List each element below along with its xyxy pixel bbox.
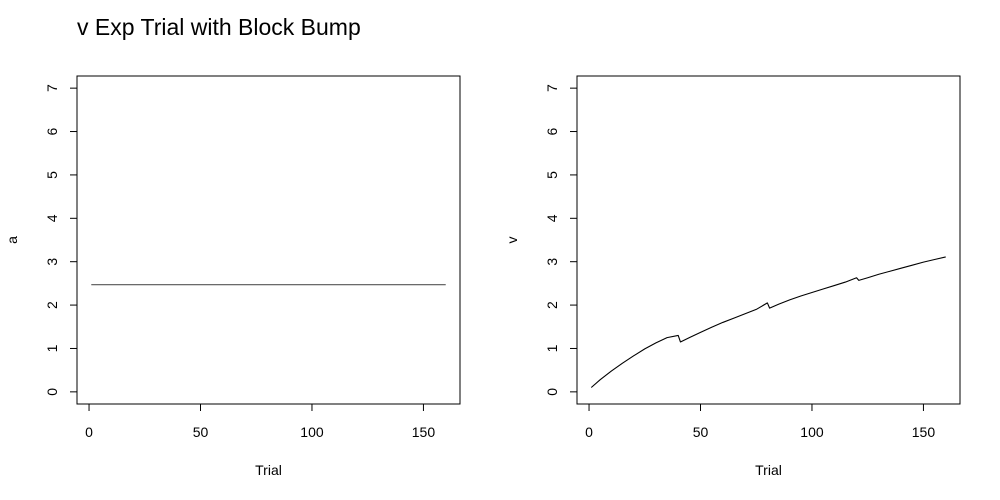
x-tick-label: 150 [412,424,436,440]
y-tick-label: 0 [544,388,560,396]
left-panel: Trial a 0 50 100 150 0 1 2 3 4 5 6 7 [4,75,461,478]
y-tick-label: 5 [44,171,60,179]
y-tick-label: 6 [544,127,560,135]
y-tick-label: 5 [544,171,560,179]
x-axis-label: Trial [255,462,282,478]
x-tick-label: 50 [693,424,709,440]
y-axis-label: a [4,236,20,244]
y-tick-label: 4 [544,214,560,222]
x-tick-label: 0 [585,424,593,440]
y-tick-label: 3 [44,258,60,266]
y-tick-label: 1 [544,344,560,352]
x-tick-label: 100 [800,424,824,440]
y-tick-label: 1 [44,344,60,352]
plot-frame [576,75,961,405]
y-tick-label: 7 [544,84,560,92]
y-tick-label: 3 [544,258,560,266]
right-panel: Trial v 0 50 100 150 0 1 2 3 4 5 6 7 [504,75,961,478]
x-tick-label: 50 [193,424,209,440]
x-tick-label: 150 [912,424,936,440]
x-tick-label: 0 [85,424,93,440]
plot-frame [76,75,461,405]
y-tick-label: 0 [44,388,60,396]
series-line [590,256,946,388]
y-tick-label: 2 [44,301,60,309]
y-tick-label: 2 [544,301,560,309]
y-tick-label: 7 [44,84,60,92]
chart-title: v Exp Trial with Block Bump [77,14,361,40]
x-tick-label: 100 [300,424,324,440]
x-axis-label: Trial [755,462,782,478]
y-axis-label: v [504,237,520,244]
y-tick-label: 4 [44,214,60,222]
y-tick-label: 6 [44,127,60,135]
